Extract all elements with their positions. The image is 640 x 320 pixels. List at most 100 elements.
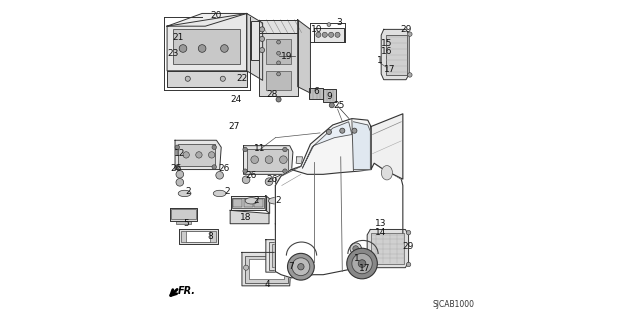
Circle shape <box>408 73 412 77</box>
Circle shape <box>340 128 345 133</box>
Polygon shape <box>242 252 291 286</box>
Circle shape <box>276 61 280 65</box>
Text: 1: 1 <box>377 56 383 65</box>
Bar <box>269 242 303 270</box>
Text: 14: 14 <box>375 228 386 237</box>
Text: 26: 26 <box>170 164 182 173</box>
Text: 19: 19 <box>281 52 292 61</box>
Circle shape <box>175 145 179 149</box>
Text: 10: 10 <box>311 25 323 34</box>
Polygon shape <box>353 122 371 170</box>
Text: 17: 17 <box>385 65 396 74</box>
Text: 2: 2 <box>253 196 259 205</box>
Bar <box>178 144 215 166</box>
Polygon shape <box>167 13 246 26</box>
Ellipse shape <box>213 190 226 197</box>
Bar <box>266 39 291 64</box>
Text: 21: 21 <box>173 33 184 42</box>
Ellipse shape <box>268 197 281 204</box>
Circle shape <box>265 178 273 186</box>
Text: 29: 29 <box>402 242 413 251</box>
Bar <box>232 197 264 208</box>
Polygon shape <box>303 122 352 168</box>
Polygon shape <box>298 20 310 93</box>
Text: 1: 1 <box>354 254 360 263</box>
Circle shape <box>278 265 283 270</box>
Polygon shape <box>314 28 344 42</box>
Polygon shape <box>259 33 298 96</box>
Text: 5: 5 <box>183 219 189 228</box>
Polygon shape <box>246 13 262 80</box>
Text: 13: 13 <box>375 219 387 228</box>
Circle shape <box>283 147 287 152</box>
Circle shape <box>347 248 378 279</box>
Circle shape <box>259 48 264 52</box>
Polygon shape <box>244 146 293 174</box>
Polygon shape <box>175 140 221 170</box>
Circle shape <box>358 260 366 268</box>
Circle shape <box>352 253 372 274</box>
Circle shape <box>251 156 259 164</box>
Text: 23: 23 <box>167 49 179 58</box>
Polygon shape <box>381 29 409 80</box>
Polygon shape <box>266 240 307 272</box>
Circle shape <box>287 253 314 280</box>
Polygon shape <box>275 176 281 230</box>
Polygon shape <box>170 208 197 220</box>
Text: 8: 8 <box>207 232 213 241</box>
Text: 18: 18 <box>241 213 252 222</box>
Bar <box>176 220 191 224</box>
Circle shape <box>209 152 215 158</box>
Circle shape <box>179 45 187 52</box>
Circle shape <box>329 103 334 108</box>
Circle shape <box>243 176 250 184</box>
Circle shape <box>316 32 321 37</box>
Bar <box>272 244 300 267</box>
Bar <box>234 198 243 207</box>
Circle shape <box>406 230 411 235</box>
Polygon shape <box>167 71 246 87</box>
Polygon shape <box>179 229 218 244</box>
Circle shape <box>353 246 358 252</box>
Text: 3: 3 <box>336 18 342 27</box>
Polygon shape <box>291 119 371 174</box>
Text: 29: 29 <box>401 25 412 34</box>
Bar <box>386 35 407 75</box>
Text: 25: 25 <box>333 101 345 110</box>
Bar <box>181 231 216 242</box>
Bar <box>186 231 210 242</box>
Circle shape <box>212 165 216 169</box>
Circle shape <box>176 171 184 178</box>
Text: 11: 11 <box>253 144 265 153</box>
Circle shape <box>259 36 264 42</box>
Text: 24: 24 <box>230 95 241 104</box>
Circle shape <box>220 76 225 81</box>
Polygon shape <box>275 157 403 278</box>
Ellipse shape <box>361 265 367 269</box>
Text: 2: 2 <box>185 188 191 196</box>
Text: 20: 20 <box>211 11 222 20</box>
Bar <box>371 233 404 264</box>
Polygon shape <box>296 157 303 164</box>
Circle shape <box>243 169 247 173</box>
Text: FR.: FR. <box>178 286 196 296</box>
Circle shape <box>212 145 216 149</box>
Text: 17: 17 <box>359 264 371 273</box>
Polygon shape <box>231 196 266 210</box>
Text: 27: 27 <box>228 122 239 131</box>
Text: 7: 7 <box>289 262 294 271</box>
Text: 4: 4 <box>264 280 270 289</box>
Bar <box>246 149 288 171</box>
Circle shape <box>327 23 331 27</box>
Circle shape <box>406 262 411 267</box>
Polygon shape <box>167 13 246 71</box>
Polygon shape <box>266 196 269 213</box>
Bar <box>266 71 291 90</box>
Circle shape <box>328 32 333 37</box>
Text: 9: 9 <box>326 92 332 101</box>
Polygon shape <box>259 20 298 33</box>
Circle shape <box>243 147 247 152</box>
Circle shape <box>183 152 189 158</box>
Circle shape <box>176 179 184 186</box>
Text: 16: 16 <box>381 47 393 56</box>
